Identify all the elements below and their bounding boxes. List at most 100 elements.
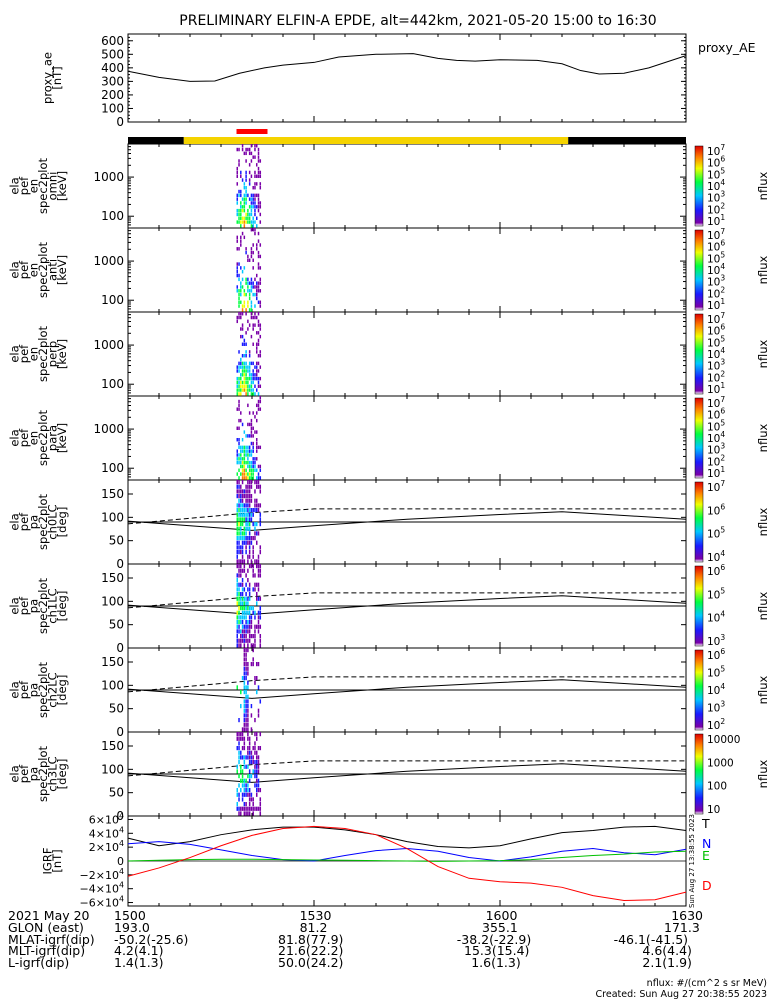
ch1LC-spectrogram-cell	[238, 568, 240, 573]
ch3LC-spectrogram-cell	[254, 783, 256, 788]
perp-spectrogram-cell	[245, 361, 247, 366]
omni-spectrogram-cell	[254, 208, 256, 213]
ch3LC-spectrogram-cell	[252, 746, 254, 751]
perp-spectrogram-cell	[238, 350, 240, 354]
ch1LC-spectrogram-cell	[240, 568, 242, 573]
ch3LC-spectrogram-cell	[238, 806, 240, 811]
ch1LC-spectrogram-cell	[241, 601, 244, 606]
ch0LC-spectrogram-cell	[238, 526, 240, 531]
omni-spectrogram-cell	[248, 178, 251, 182]
ch3LC-spectrogram-cell	[247, 792, 249, 797]
ch0LC-spectrogram-cell	[257, 531, 260, 536]
anti-spectrogram-cell	[257, 300, 260, 304]
ch0LC-spectrogram-cell	[241, 536, 244, 541]
ch2LC-cbar-tick: 106	[707, 647, 725, 662]
ch3LC-spectrogram-cell	[254, 750, 256, 755]
ch3LC-spectrogram-cell	[243, 806, 246, 811]
ch0LC-spectrogram-cell	[254, 526, 256, 531]
ch1LC-spectrogram-cell	[238, 615, 240, 620]
ch3LC-spectrogram-cell	[248, 778, 251, 783]
para-spectrogram-cell	[236, 460, 239, 465]
para-spectrogram-cell	[240, 449, 242, 453]
para-spectrogram-cell	[238, 438, 240, 442]
ch2LC-spectrogram-cell	[259, 699, 262, 704]
para-spectrogram-cell	[255, 418, 258, 423]
ch0LC-spectrogram-cell	[245, 536, 247, 541]
omni-spectrogram-cell	[238, 220, 240, 224]
ch0LC-spectrogram-cell	[243, 517, 246, 522]
ch1LC-spectrogram-cell	[243, 606, 246, 611]
ch0LC-spectrogram-cell	[247, 559, 249, 564]
anti-ylabel-3: spec2plot	[36, 241, 50, 298]
ch3LC-spectrogram-cell	[255, 778, 258, 783]
igrf-series-E	[127, 850, 687, 862]
para-spectrogram-cell	[250, 434, 253, 438]
ch0LC-spectrogram-cell	[236, 489, 239, 494]
ch3LC-spectrogram-cell	[252, 811, 254, 816]
ch0LC-spectrogram-cell	[255, 480, 258, 485]
para-cbar-tick: 103	[707, 442, 725, 457]
ch0LC-cbar-tick: 106	[707, 502, 725, 517]
perp-spectrogram-cell	[236, 369, 239, 373]
ch0LC-spectrogram-cell	[245, 484, 247, 489]
ch3LC-spectrogram-cell	[243, 741, 246, 746]
ch3LC-spectrogram-cell	[250, 792, 253, 797]
ch0LC-spectrogram-cell	[245, 498, 247, 503]
para-spectrogram-cell	[245, 460, 247, 465]
ch1LC-spectrogram-cell	[255, 582, 258, 587]
omni-spectrogram-cell	[240, 220, 242, 224]
ch1LC-spectrogram-cell	[241, 582, 244, 587]
ch0LC-spectrogram-cell	[240, 489, 242, 494]
ch1LC-spectrogram-cell	[254, 587, 256, 592]
ch0LC-spectrogram-cell	[257, 554, 260, 559]
ch2LC-spectrogram-cell	[245, 722, 247, 727]
ch0LC-spectrogram-cell	[238, 545, 240, 550]
para-spectrogram-cell	[252, 445, 254, 450]
ch1LC-spectrogram-cell	[241, 606, 244, 611]
anti-spectrogram-cell	[250, 247, 253, 251]
ch2LC-spectrogram-cell	[247, 671, 249, 676]
ch3LC-spectrogram-cell	[245, 792, 247, 797]
perp-spectrogram-cell	[241, 388, 244, 392]
omni-spectrogram-cell	[250, 201, 253, 205]
omni-spectrogram-cell	[248, 197, 251, 201]
ch0LC-spectrogram-cell	[238, 522, 240, 527]
anti-spectrogram-cell	[257, 239, 260, 243]
omni-spectrogram-cell	[238, 212, 240, 217]
ch1LC-spectrogram-cell	[236, 638, 239, 643]
ch2LC-spectrogram-cell	[255, 676, 258, 681]
omni-spectrogram-cell	[248, 205, 251, 209]
omni-spectrogram-cell	[252, 186, 254, 190]
omni-spectrogram-cell	[241, 205, 244, 209]
footer-cell: 4.6(4.4)	[642, 943, 692, 959]
para-spectrogram-cell	[245, 468, 247, 472]
omni-spectrogram-cell	[240, 205, 242, 209]
ch0LC-spectrogram-cell	[240, 494, 242, 499]
ch0LC-spectrogram-cell	[241, 554, 244, 559]
ch0LC-spectrogram-cell	[238, 550, 240, 555]
ch1LC-spectrogram-cell	[238, 629, 240, 634]
perp-spectrogram-cell	[238, 315, 240, 320]
anti-spectrogram-cell	[243, 304, 246, 308]
perp-spectrogram-cell	[252, 388, 254, 392]
omni-spectrogram-cell	[247, 193, 249, 198]
ch3LC-spectrogram-cell	[255, 774, 258, 779]
footer-cell: 1630	[671, 908, 703, 923]
ch3LC-spectrogram-cell	[252, 797, 254, 802]
omni-spectrogram-cell	[248, 170, 251, 175]
para-spectrogram-cell	[247, 472, 249, 476]
ch3LC-ylabel-0: ela	[7, 765, 21, 782]
ch0LC-spectrogram-cell	[245, 517, 247, 522]
ch0LC-colorbar	[694, 481, 704, 563]
proxy-ae-ytick-label: 500	[101, 47, 124, 61]
ch1LC-spectrogram-cell	[238, 610, 240, 615]
ch1LC-spectrogram-cell	[257, 582, 260, 587]
footer-cell: 1500	[114, 908, 146, 923]
perp-spectrogram-cell	[254, 384, 256, 388]
ch1LC-spectrogram-cell	[252, 564, 254, 569]
ch2LC-cbar-tick: 105	[707, 665, 725, 680]
anti-spectrogram-cell	[238, 247, 240, 251]
anti-spectrogram-cell	[247, 277, 249, 282]
ch1LC-spectrogram-cell	[252, 643, 254, 648]
ch3LC-spectrogram-cell	[248, 788, 251, 793]
